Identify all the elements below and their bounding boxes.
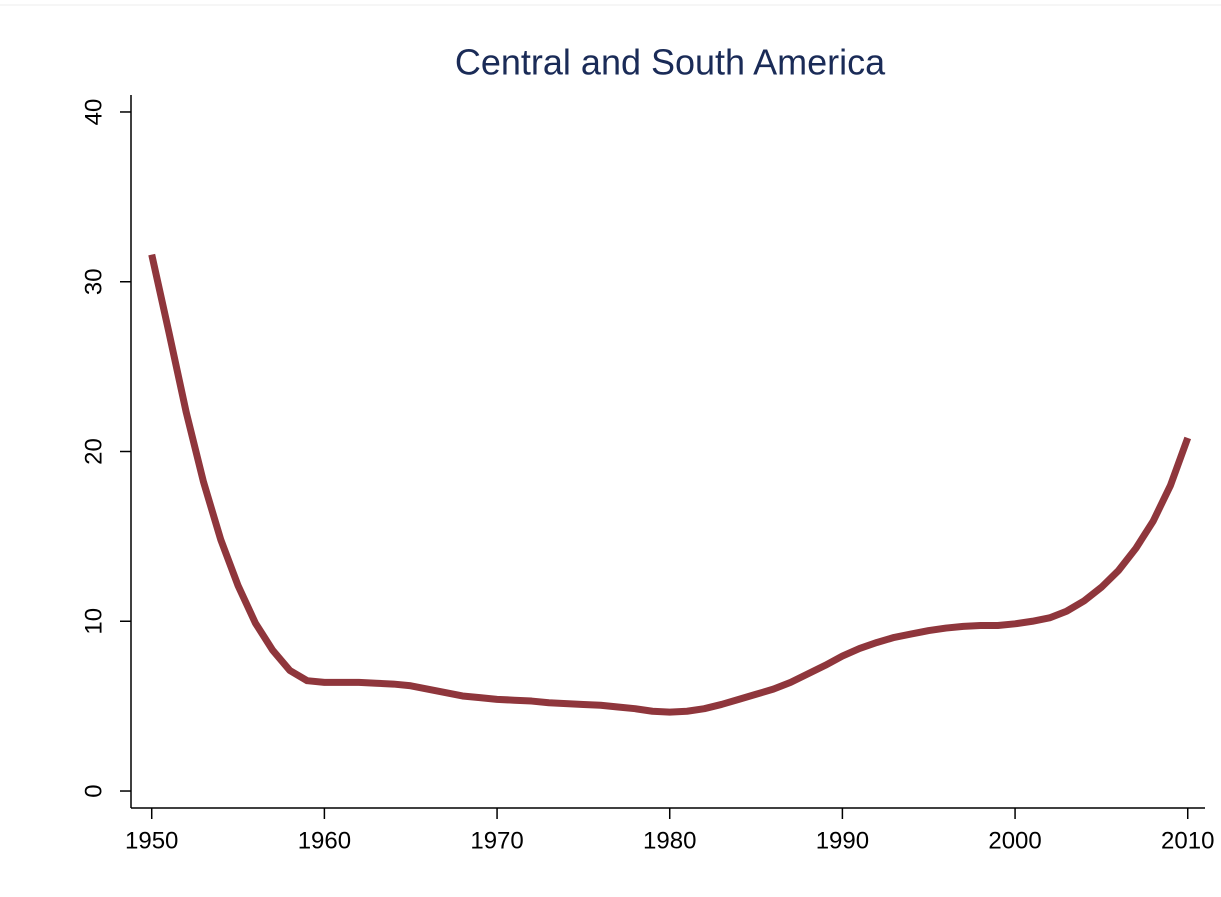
y-tick-label: 10 bbox=[80, 608, 107, 635]
x-tick-label: 1950 bbox=[125, 827, 178, 854]
data-line bbox=[148, 253, 1192, 716]
x-tick-label: 1980 bbox=[643, 827, 696, 854]
x-tick-label: 1990 bbox=[816, 827, 869, 854]
chart-title: Central and South America bbox=[455, 42, 886, 83]
y-tick-label: 20 bbox=[80, 438, 107, 465]
x-tick-label: 2000 bbox=[988, 827, 1041, 854]
y-tick-label: 0 bbox=[80, 784, 107, 797]
y-tick-label: 40 bbox=[80, 99, 107, 126]
x-tick-label: 1970 bbox=[470, 827, 523, 854]
x-tick-label: 2010 bbox=[1161, 827, 1214, 854]
y-tick-label: 30 bbox=[80, 268, 107, 295]
x-tick-label: 1960 bbox=[298, 827, 351, 854]
